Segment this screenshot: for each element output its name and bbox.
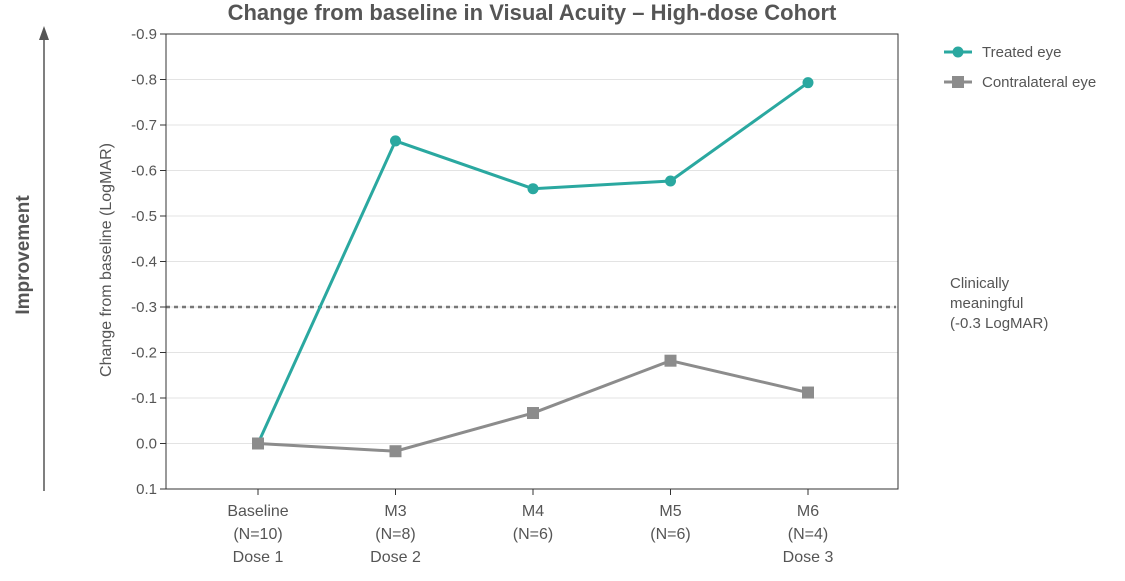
legend-marker [952,76,964,88]
improvement-arrow-head-icon [39,26,49,40]
series-treated-eye [252,77,814,449]
y-tick-label: -0.6 [131,163,157,180]
legend-label: Treated eye [982,44,1062,61]
data-point [665,175,676,187]
data-point [802,386,814,399]
series-line [256,81,809,445]
reference-group: Clinically meaningful (-0.3 LogMAR) [166,275,1048,332]
y-axis-label: Change from baseline (LogMAR) [98,143,115,377]
reference-label-line: Clinically [950,275,1010,292]
x-tick-label: M6 [797,503,819,520]
data-point [664,354,677,367]
x-tick-label: (N=10) [233,526,282,543]
x-tick-label: (N=4) [788,526,828,543]
x-tick-label: (N=6) [513,526,553,543]
x-tick-label: M5 [659,503,681,520]
y-tick-label: 0.0 [136,436,157,453]
y-tick-label: -0.1 [131,390,157,407]
legend-item: Contralateral eye [944,74,1096,91]
y-tick-label: -0.5 [131,208,157,225]
y-ticks: -0.9 -0.8 -0.7 -0.6 -0.5 -0.4 -0.3 -0.2 -0.1 0.0 0… [131,26,166,498]
x-tick-label: Dose 3 [783,549,834,566]
x-tick-label: M3 [384,503,406,520]
improvement-label: Improvement [13,195,34,315]
y-tick-label: -0.7 [131,117,157,134]
legend-label: Contralateral eye [982,74,1096,91]
data-point [390,135,401,147]
x-ticks: Baseline (N=10) Dose 1 M3 (N=8) Dose 2 M4 (N=6)… [227,489,833,566]
x-tick-label: Dose 1 [233,549,284,566]
series-line [257,359,809,453]
y-tick-label: -0.3 [131,299,157,316]
x-tick-label: Dose 2 [370,549,421,566]
data-point [527,407,539,420]
data-point [527,183,539,195]
data-point [389,445,402,458]
reference-label-line: (-0.3 LogMAR) [950,315,1048,332]
y-tick-label: -0.9 [131,26,157,43]
x-tick-label: M4 [522,503,544,520]
y-tick-label: -0.4 [131,254,157,271]
improvement-indicator: Improvement [13,26,49,491]
x-tick-label: Baseline [227,503,288,520]
y-tick-label: -0.8 [131,72,157,89]
y-tick-label: 0.1 [136,481,157,498]
chart-title: Change from baseline in Visual Acuity – … [228,0,837,25]
data-point [252,437,264,450]
series-group [252,77,814,458]
reference-label-line: meaningful [950,295,1023,312]
legend-item: Treated eye [944,44,1062,61]
legend-marker [952,46,964,58]
x-tick-label: (N=6) [650,526,690,543]
series-contralateral-eye [252,354,814,458]
legend: Treated eye Contralateral eye [944,44,1096,91]
x-tick-label: (N=8) [375,526,415,543]
y-tick-label: -0.2 [131,345,157,362]
data-point [802,77,814,89]
